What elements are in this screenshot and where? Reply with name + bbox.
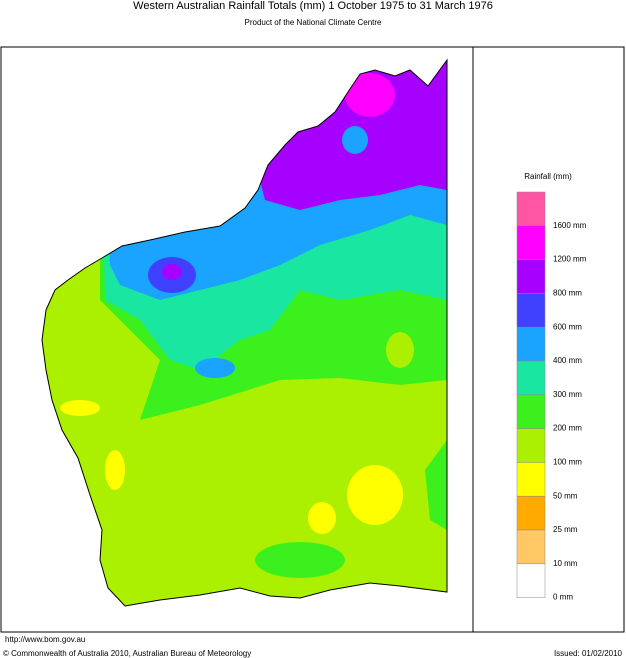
legend-swatch [516, 360, 546, 396]
issued: Issued: 01/02/2010 [554, 649, 623, 658]
legend-swatch [516, 293, 546, 328]
legend-label: 25 mm [553, 525, 578, 534]
legend-label: 300 mm [553, 390, 582, 399]
legend-swatch [516, 191, 546, 227]
legend-label: 100 mm [553, 458, 582, 467]
title: Western Australian Rainfall Totals (mm) … [133, 0, 493, 12]
legend-title: Rainfall (mm) [524, 172, 572, 181]
frame [0, 46, 625, 633]
legend-label: 200 mm [553, 424, 582, 433]
legend-swatch [516, 326, 546, 362]
legend-label: 1600 mm [553, 221, 587, 230]
url: http://www.bom.gov.au [5, 635, 85, 644]
legend-label: 800 mm [553, 289, 582, 298]
legend-swatch [516, 495, 546, 531]
legend-label: 400 mm [553, 356, 582, 365]
legend-swatch [516, 225, 546, 260]
legend-label: 600 mm [553, 322, 582, 331]
legend-label: 0 mm [553, 593, 573, 602]
legend-swatch [516, 529, 546, 565]
legend-swatch [516, 462, 546, 497]
copyright: © Commonwealth of Australia 2010, Austra… [3, 649, 251, 658]
legend-label: 50 mm [553, 491, 578, 500]
subtitle: Product of the National Climate Centre [245, 18, 383, 27]
legend-swatch [516, 394, 546, 429]
legend-swatch [516, 428, 546, 463]
legend: 1600 mm 1200 mm 800 mm 600 mm 400 mm 300 mm 20… [516, 191, 587, 602]
legend-label: 10 mm [553, 559, 578, 568]
legend-swatch [516, 563, 546, 598]
legend-label: 1200 mm [553, 255, 587, 264]
legend-swatch [516, 259, 546, 294]
rainfall-map [42, 60, 447, 606]
